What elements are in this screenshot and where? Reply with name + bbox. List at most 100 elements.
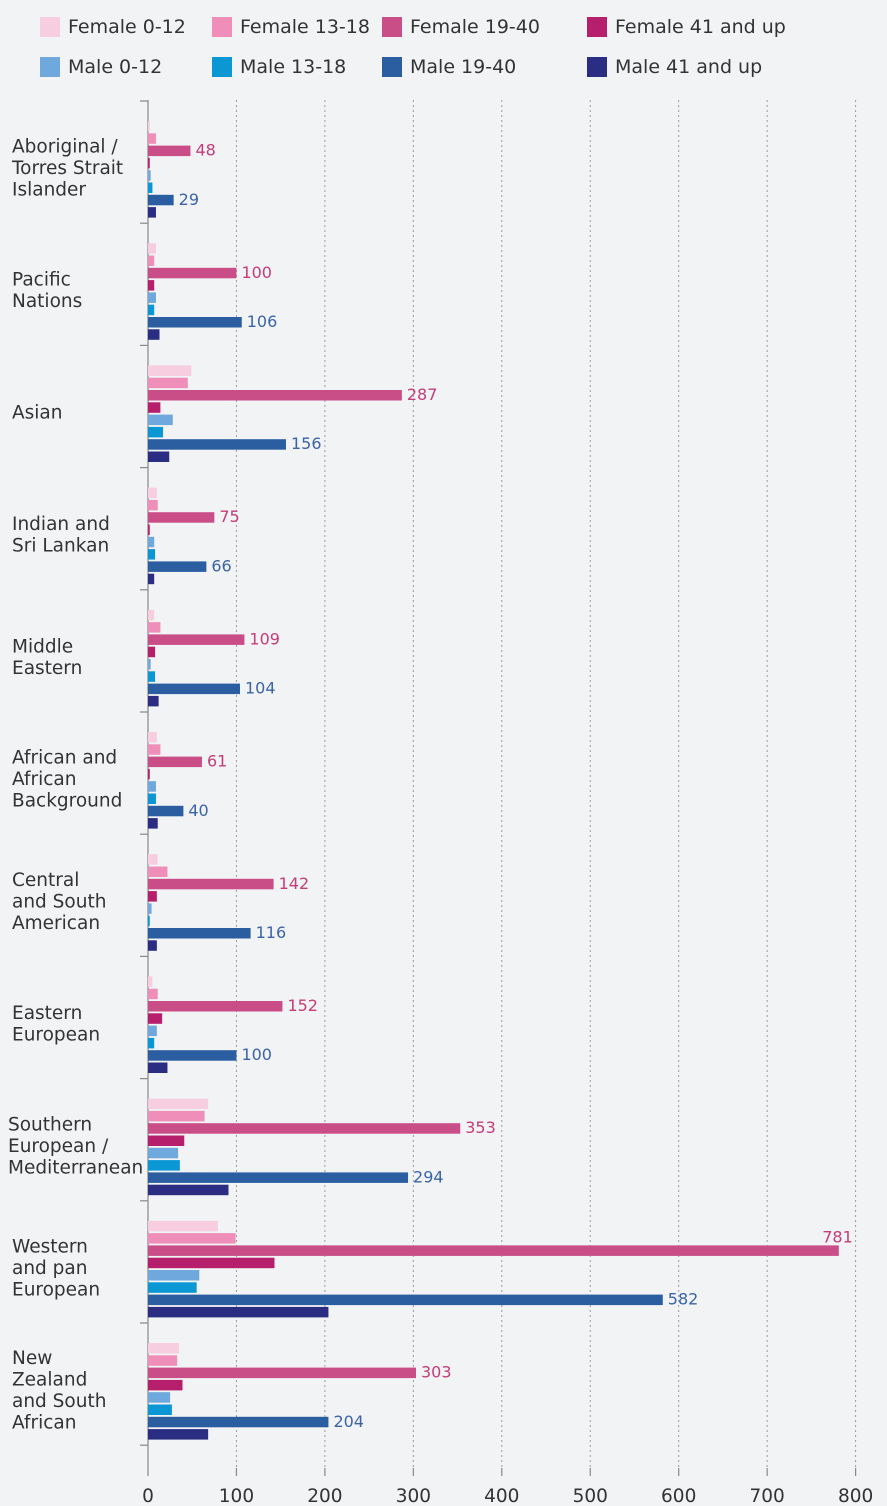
bar [148,695,159,707]
bar [148,317,242,328]
bar [148,1245,839,1256]
bar [148,1294,663,1306]
bar [148,121,150,132]
bar [148,622,161,633]
bar [148,1135,185,1146]
legend-swatch [212,17,232,37]
legend-item: Male 0-12 [40,56,162,78]
bar [148,1110,205,1122]
bar [148,414,173,426]
data-label: 116 [256,923,287,942]
bar [148,646,156,658]
category-label: Southern [8,1114,92,1135]
category-label: Mediterranean [8,1157,143,1178]
category-label: and South [12,891,106,912]
data-label: 40 [188,801,208,820]
category-label: Asian [12,403,63,424]
bar [148,903,152,914]
bar [148,1404,172,1415]
bar [148,732,157,743]
category-label: American [12,913,100,934]
data-label: 204 [333,1412,364,1431]
bar [148,512,215,523]
bar [148,854,158,865]
legend-label: Male 19-40 [410,56,517,78]
category-label: Middle [12,636,73,657]
bar [148,928,251,939]
category-label: Eastern [12,658,82,679]
category-label: European [12,1024,100,1045]
bar [148,207,156,218]
data-label: 66 [211,556,231,575]
category-label: Western [12,1237,88,1258]
legend-item: Female 0-12 [40,16,186,38]
category-label: and pan [12,1258,88,1279]
bar [148,1037,155,1049]
bar [148,891,157,902]
bar [148,744,161,755]
bar [148,1172,409,1183]
bar [148,768,150,780]
bar [148,1392,171,1403]
legend-swatch [40,57,60,77]
category-label: Indian and [12,514,110,535]
bar [148,756,202,768]
data-label: 287 [407,385,438,404]
category-label: Torres Strait [11,158,123,179]
bar [148,145,191,157]
category-label: African [12,769,77,790]
bar [148,536,155,548]
x-tick-label: 600 [661,1486,696,1506]
legend-swatch [587,57,607,77]
legend-swatch [382,57,402,77]
bar [148,1257,275,1269]
bar [148,866,168,877]
legend: Female 0-12 Female 13-18 Female 19-40 Femal… [0,0,887,90]
category-label: European / [8,1136,109,1157]
bar [148,1123,461,1134]
data-label: 106 [247,312,278,331]
data-label: 142 [279,874,310,893]
legend-label: Male 13-18 [240,56,347,78]
bar [148,267,237,279]
bar [148,1416,329,1428]
data-label: 100 [241,1045,272,1064]
legend-swatch [212,57,232,77]
bar [148,304,155,316]
bar [148,170,151,181]
bar [148,524,150,535]
bar [148,1025,157,1037]
legend-swatch [40,17,60,37]
bar [148,1355,178,1366]
bar [148,182,153,193]
bar [148,402,161,413]
x-tick-label: 500 [573,1486,608,1506]
category-label: Central [12,870,79,891]
legend-label: Female 0-12 [68,16,186,38]
x-tick-label: 800 [838,1486,873,1506]
bar [148,609,155,621]
bar [148,940,157,951]
bar [148,683,240,695]
category-label: Zealand [12,1369,87,1390]
bar [148,487,157,499]
bar [148,1429,209,1440]
x-tick-label: 200 [307,1486,342,1506]
category-label: African and [12,748,117,769]
bar [148,659,151,670]
legend-label: Male 0-12 [68,56,163,78]
bar [148,1282,197,1293]
bar [148,1147,179,1159]
bar [148,1343,179,1354]
bar [148,243,156,254]
category-label: African [12,1412,77,1433]
bar [148,390,402,401]
bar [148,1270,200,1281]
legend-item: Female 13-18 [212,16,370,38]
bar [148,1379,183,1391]
x-tick-label: 700 [749,1486,784,1506]
bar [148,329,160,340]
bar [148,280,155,291]
bar [148,915,150,927]
